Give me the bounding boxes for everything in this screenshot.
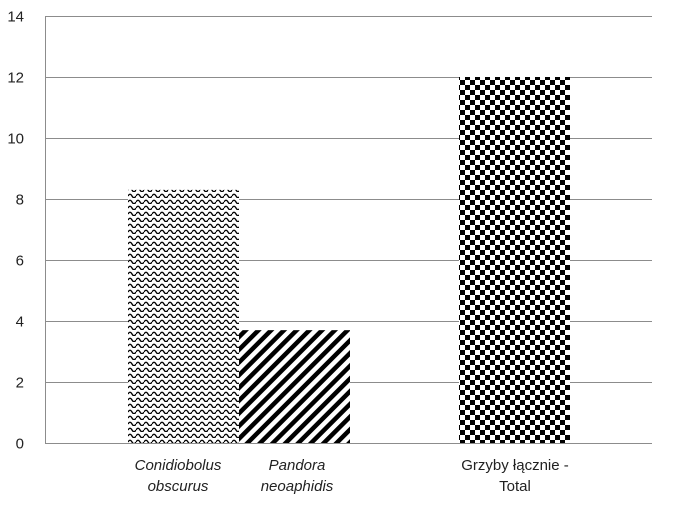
y-tick-label: 0 [16,436,24,453]
x-category-label: Conidiobolus obscurus [135,457,222,495]
y-tick-label: 8 [16,192,24,209]
axes [45,16,652,444]
x-category-label: Pandora neoaphidis [261,457,334,495]
y-tick-label: 6 [16,253,24,270]
bar-1 [128,189,239,443]
x-category-labels: Conidiobolus obscurus Pandora neoaphidis Grz… [135,457,569,495]
bar-2 [239,330,350,443]
x-category-label-line: Conidiobolus [135,457,222,474]
x-category-label-line: Total [499,478,531,495]
x-category-label-line: neoaphidis [261,478,334,495]
y-tick-label: 10 [7,131,24,148]
y-tick-label: 12 [7,70,24,87]
x-category-label: Grzyby łącznie - Total [461,457,569,495]
y-tick-label: 4 [16,314,24,331]
x-category-label-line: Grzyby łącznie - [461,457,569,474]
y-tick-label: 2 [16,375,24,392]
x-category-label-line: obscurus [148,478,209,495]
bars [128,77,570,443]
y-tick-label: 14 [7,9,24,26]
y-tick-labels: 0 2 4 6 8 10 12 14 [7,9,24,453]
x-category-label-line: Pandora [269,457,326,474]
bar-3 [459,77,570,443]
